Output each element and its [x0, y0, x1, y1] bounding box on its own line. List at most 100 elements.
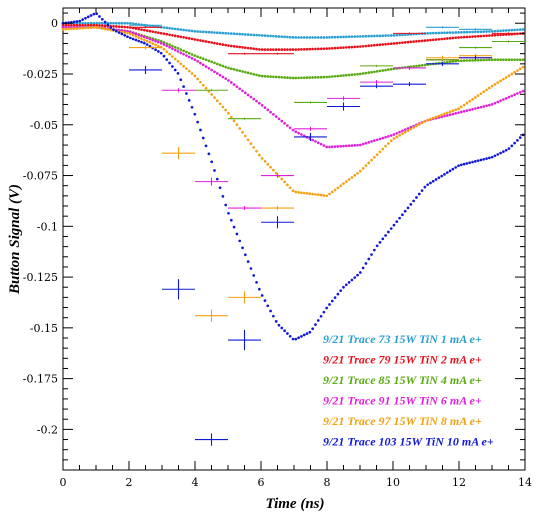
curve-point	[375, 34, 379, 38]
curve-point	[502, 98, 505, 101]
y-tick-label: -0.05	[30, 119, 58, 132]
curve-point	[84, 26, 87, 30]
curve-point	[370, 253, 373, 256]
curve-point	[215, 177, 219, 181]
curve-point	[440, 31, 444, 35]
y-tick-label: -0.125	[23, 271, 58, 284]
curve-point	[258, 153, 261, 157]
curve-point	[269, 48, 272, 51]
curve-point	[232, 119, 236, 123]
curve-point	[126, 21, 129, 25]
curve-point	[482, 30, 486, 33]
x-axis-title: Time (ns)	[265, 496, 324, 512]
curve-point	[389, 34, 393, 37]
curve-point	[294, 337, 298, 341]
curve-point	[389, 227, 393, 230]
curve-point	[417, 123, 421, 126]
curve-point	[510, 58, 514, 62]
curve-point	[89, 23, 93, 27]
curve-point	[493, 29, 497, 33]
curve-point	[154, 30, 157, 34]
curve-point	[409, 127, 413, 131]
curve-point	[420, 64, 424, 67]
curve-point	[328, 36, 331, 39]
curve-point	[235, 232, 239, 236]
curve-point	[322, 310, 326, 314]
curve-point	[367, 34, 371, 38]
curve-point	[193, 112, 197, 116]
curve-point	[269, 110, 272, 114]
curve-point	[384, 68, 387, 72]
data-marker	[195, 89, 228, 92]
curve-point	[64, 27, 68, 31]
curve-point	[445, 37, 449, 40]
curve-point	[232, 32, 236, 36]
curve-point	[70, 27, 73, 31]
curve-point	[162, 26, 166, 29]
curve-point	[171, 44, 174, 48]
curve-point	[378, 137, 382, 141]
curve-point	[297, 191, 300, 194]
curve-point	[300, 48, 303, 51]
curve-point	[415, 40, 418, 43]
curve-point	[339, 35, 343, 39]
curve-point	[451, 36, 455, 40]
curve-point	[252, 146, 256, 149]
curve-point	[213, 70, 216, 74]
curve-point	[300, 133, 303, 136]
y-tick-label: -0.025	[23, 68, 58, 81]
curve-point	[272, 113, 275, 116]
curve-point	[516, 28, 519, 32]
curve-point	[485, 30, 488, 33]
curve-point	[67, 27, 70, 31]
curve-point	[201, 57, 205, 61]
curve-point	[61, 27, 65, 31]
curve-point	[196, 55, 199, 59]
curve-point	[490, 155, 494, 159]
curve-point	[126, 25, 129, 29]
curve-point	[468, 59, 472, 62]
x-tick-label: 10	[386, 476, 400, 489]
curve-point	[199, 61, 202, 65]
curve-point	[496, 153, 500, 156]
curve-point	[98, 24, 101, 27]
curve-point	[89, 14, 93, 17]
curve-point	[286, 48, 289, 51]
curve-point	[423, 63, 427, 67]
curve-point	[95, 21, 99, 25]
curve-point	[100, 24, 104, 27]
curve-point	[370, 140, 373, 143]
curve-point	[406, 127, 410, 130]
curve-point	[333, 188, 337, 192]
y-tick-label: -0.175	[23, 373, 58, 386]
curve-point	[274, 320, 278, 323]
curve-point	[314, 47, 317, 51]
curve-point	[322, 75, 326, 79]
curve-point	[128, 22, 132, 25]
curve-point	[401, 132, 404, 136]
curve-point	[336, 145, 340, 148]
curve-point	[204, 30, 208, 34]
curve-point	[224, 77, 228, 81]
curve-point	[493, 83, 497, 86]
curve-point	[445, 31, 449, 35]
curve-point	[258, 287, 261, 291]
curve-point	[260, 74, 264, 78]
curve-point	[221, 43, 225, 46]
curve-point	[395, 220, 399, 223]
curve-point	[336, 186, 340, 190]
curve-point	[258, 101, 261, 105]
curve-point	[148, 37, 152, 41]
curve-point	[516, 69, 519, 72]
data-marker	[261, 206, 294, 211]
curve-point	[443, 112, 446, 116]
curve-point	[210, 31, 214, 34]
curve-point	[471, 107, 474, 111]
curve-point	[308, 36, 312, 39]
curve-point	[389, 139, 393, 143]
curve-point	[459, 35, 463, 39]
curve-point	[199, 128, 202, 132]
curve-point	[451, 60, 455, 63]
curve-point	[457, 36, 460, 39]
curve-point	[437, 37, 441, 41]
